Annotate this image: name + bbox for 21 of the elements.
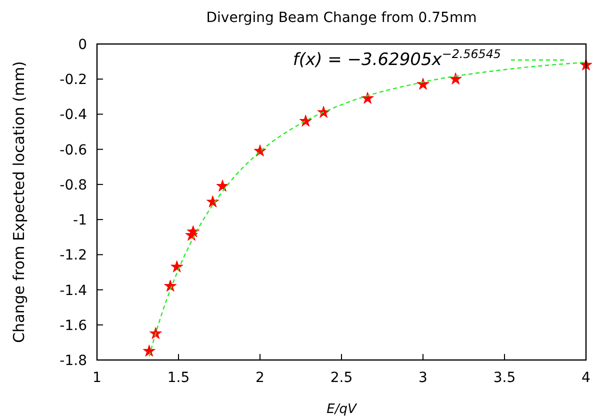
- y-tick-label: -0.6: [60, 142, 88, 158]
- chart-title: Diverging Beam Change from 0.75mm: [206, 10, 477, 26]
- x-axis-title: E/qV: [326, 402, 358, 417]
- x-tick-label: 2.5: [330, 370, 353, 386]
- x-tick-label: 3: [418, 370, 428, 386]
- y-tick-label: -1.2: [60, 248, 87, 264]
- y-tick-label: -1: [73, 212, 87, 229]
- y-tick-label: -1.4: [60, 282, 88, 299]
- y-tick-label: -0.2: [60, 72, 87, 88]
- x-tick-label: 1: [92, 370, 102, 386]
- x-tick-label: 2: [256, 370, 264, 386]
- x-tick-label: 3.5: [493, 370, 516, 386]
- y-axis-title: Change from Expected location (mm): [10, 61, 28, 343]
- y-tick-label: -1.8: [60, 353, 87, 369]
- y-tick-label: -0.8: [60, 177, 87, 194]
- y-tick-label: -0.4: [60, 107, 88, 124]
- x-tick-label: 1.5: [167, 370, 190, 386]
- y-tick-label: 0: [78, 37, 87, 53]
- x-tick-label: 4: [582, 370, 591, 386]
- legend-label: f(x) = −3.62905x$^{−2.56545}$: [292, 47, 501, 70]
- y-tick-label: -1.6: [60, 318, 88, 334]
